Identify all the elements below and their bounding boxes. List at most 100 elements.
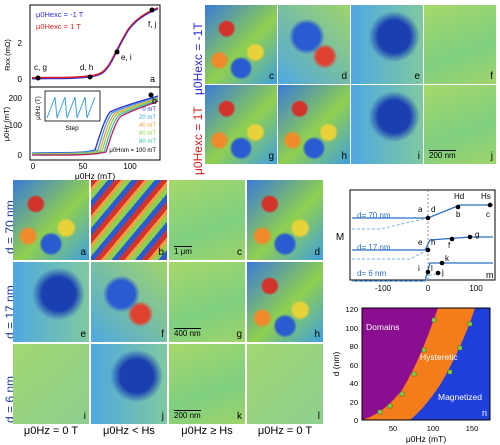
m-xtick-100: 100 xyxy=(469,284,483,293)
m-ylabel: M xyxy=(336,232,344,243)
grid-tile-d: d xyxy=(247,180,323,260)
hr-legend-80: 80 mT xyxy=(139,139,156,145)
n-ytick-0: 0 xyxy=(354,416,358,425)
region-hysteretic: Hysteretic xyxy=(420,352,459,362)
grid-tile-j: j xyxy=(91,344,167,424)
row-label-pos: μ0Hexc = 1T xyxy=(191,106,205,175)
ytick-top-2: 2 xyxy=(18,39,23,48)
grid-tile-f: f xyxy=(91,262,167,342)
n-marker xyxy=(467,321,473,327)
m-frame xyxy=(349,189,496,281)
tile-top-e: e xyxy=(351,5,423,84)
n-marker xyxy=(431,317,437,323)
hr-legend-20: 20 mT xyxy=(139,115,156,121)
ytick-bot-200: 200 xyxy=(9,94,23,103)
tile-label: e xyxy=(80,329,86,340)
grid-tile-g: g 400 nm xyxy=(169,262,245,342)
inset-frame xyxy=(44,90,101,122)
m-lab-h: h xyxy=(431,238,435,247)
n-ytick-80: 80 xyxy=(350,342,358,351)
legend-pos: μ0Hexc = 1 T xyxy=(36,22,81,31)
n-ytick-100: 100 xyxy=(345,324,358,333)
legend-neg: μ0Hexc = -1 T xyxy=(36,10,84,19)
label-dh: d, h xyxy=(80,63,93,72)
n-marker xyxy=(377,409,383,415)
scale-bar: 200 nm xyxy=(429,150,456,160)
tile-label: i xyxy=(417,151,420,162)
m-pt-k xyxy=(439,260,445,266)
transport-plots: c, g d, h e, i f, j a μ0Hexc = -1 T μ0He… xyxy=(2,4,161,180)
hr-curve-100 xyxy=(31,100,159,156)
ytick-top-0: 0 xyxy=(18,75,23,84)
grid-tile-k: k 200 nm xyxy=(169,344,245,424)
m-lab-e: e xyxy=(418,238,423,247)
m-pt-j xyxy=(435,270,441,276)
m-pt-b xyxy=(455,204,461,210)
grid-tile-l: l xyxy=(247,344,323,424)
tile-label: d xyxy=(314,247,320,258)
grid-tile-e: e xyxy=(13,262,89,342)
m-lab-b: b xyxy=(456,210,461,219)
region-magnetized: Magnetized xyxy=(438,392,482,402)
tile-label: l xyxy=(317,411,320,422)
tile-label: i xyxy=(83,411,86,422)
region-domains: Domains xyxy=(366,322,400,332)
n-xtick-50: 50 xyxy=(389,424,397,433)
m-pt-ad xyxy=(425,215,431,221)
m-curve-17-dash xyxy=(352,249,429,260)
hr-legend-100: μ0Hnm = 100 mT xyxy=(109,148,156,154)
tile-label: j xyxy=(490,151,493,162)
m-xtick-0: 0 xyxy=(426,284,431,293)
n-tag: n xyxy=(482,408,487,418)
m-label-6: d= 6 nm xyxy=(357,269,386,278)
m-pt-eh xyxy=(425,247,431,253)
bottom-plot-frame xyxy=(29,86,161,161)
col-label-2: μ0Hz < Hs xyxy=(103,425,155,437)
scale-bar: 1 μm xyxy=(174,246,192,256)
tile-label: h xyxy=(341,151,347,162)
xlabel: μ0Hz (mT) xyxy=(75,171,115,180)
tile-top-d: d xyxy=(278,5,350,84)
ytick-bot-100: 100 xyxy=(9,121,23,130)
m-xtick-n100: -100 xyxy=(375,284,392,293)
n-marker xyxy=(457,345,463,351)
m-tag: m xyxy=(486,270,494,280)
n-xlabel: μ0Hz (mT) xyxy=(406,434,446,444)
n-ytick-40: 40 xyxy=(350,379,358,388)
point-dh xyxy=(87,74,93,80)
point-ei xyxy=(114,49,120,55)
m-lab-i: i xyxy=(418,264,420,273)
m-lab-k: k xyxy=(445,254,450,263)
tile-label: h xyxy=(314,329,320,340)
curve-negative xyxy=(31,8,159,80)
point-b xyxy=(148,92,154,98)
n-xtick-100: 100 xyxy=(427,424,440,433)
tile-label: j xyxy=(161,411,164,422)
tile-label: f xyxy=(490,71,493,82)
tile-label: f xyxy=(161,329,164,340)
n-ytick-60: 60 xyxy=(350,361,358,370)
col-label-3: μ0Hz ≥ Hs xyxy=(181,425,233,437)
xtick-100: 100 xyxy=(123,162,137,171)
m-label-17: d= 17 nm xyxy=(357,243,391,252)
n-ylabel: d (nm) xyxy=(331,352,341,377)
n-marker xyxy=(399,391,405,397)
n-marker xyxy=(411,371,417,377)
m-pt-g xyxy=(467,234,473,240)
label-fj: f, j xyxy=(148,20,157,29)
tile-label: e xyxy=(414,71,420,82)
inset-curve xyxy=(46,96,96,119)
m-pt-il xyxy=(425,269,431,275)
region-domains-fill xyxy=(362,308,438,420)
panel-tag-b: b xyxy=(152,96,157,106)
m-lab-g: g xyxy=(475,230,479,239)
scale-bar: 400 nm xyxy=(174,328,201,338)
m-field-hs: Hs xyxy=(481,192,491,201)
label-cg: c, g xyxy=(34,63,47,72)
tile-label: a xyxy=(80,247,86,258)
n-ytick-120: 120 xyxy=(345,305,358,314)
ylabel-bottom: μ0Hr (mT) xyxy=(2,106,11,141)
tile-label: g xyxy=(268,151,274,162)
tile-label: c xyxy=(269,71,274,82)
inset-xlabel: Step xyxy=(65,125,79,132)
